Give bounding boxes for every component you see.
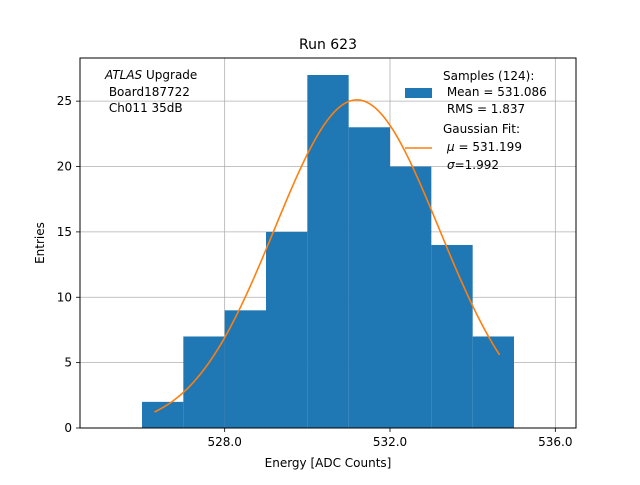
x-tick-label-1: 532.0 — [373, 435, 407, 449]
histogram-bar-4 — [307, 74, 349, 429]
x-axis-label: Energy [ADC Counts] — [265, 456, 392, 470]
plot-frame — [79, 57, 577, 429]
legend-fit-mu: μ = 531.199 — [446, 140, 522, 154]
histogram-bar-3 — [266, 231, 308, 428]
histogram-bar-8 — [472, 336, 514, 428]
legend-samples-swatch — [405, 88, 432, 98]
annotation-channel: Ch011 35dB — [105, 101, 183, 115]
y-axis-label: Entries — [33, 222, 47, 264]
x-tick-label-0: 528.0 — [207, 435, 241, 449]
y-tick-label-3: 15 — [57, 225, 72, 239]
histogram-bar-2 — [224, 310, 266, 428]
y-tick-label-1: 5 — [64, 356, 72, 370]
histogram-bar-7 — [431, 244, 473, 428]
annotation-line-1: ATLAS Upgrade — [104, 68, 197, 82]
y-tick-label-4: 20 — [57, 160, 72, 174]
y-tick-label-2: 10 — [57, 290, 72, 304]
annotation-upgrade: Upgrade — [142, 68, 197, 82]
y-tick-label-0: 0 — [64, 421, 72, 435]
gaussian-fit — [154, 99, 501, 413]
histogram-bar-5 — [348, 127, 390, 429]
legend-fit-sigma: σ=1.992 — [447, 158, 499, 172]
atlas-annotation: ATLAS Upgrade Board187722 Ch011 35dB — [104, 68, 197, 115]
legend-samples-mean: Mean = 531.086 — [443, 85, 547, 99]
histogram-bars — [142, 74, 514, 429]
legend-fit-title: Gaussian Fit: — [443, 122, 520, 136]
histogram-bar-1 — [183, 336, 225, 428]
legend-samples-rms: RMS = 1.837 — [443, 102, 525, 116]
mu-value: = 531.199 — [455, 140, 522, 154]
histogram-bar-6 — [390, 166, 432, 428]
histogram-bar-0 — [142, 401, 184, 428]
y-axis-ticks: 0 5 10 15 20 25 — [57, 94, 80, 435]
chart-title: Run 623 — [299, 37, 357, 53]
legend-samples-title: Samples (124): — [443, 69, 534, 83]
y-tick-label-5: 25 — [57, 94, 72, 108]
mu-symbol: μ — [446, 140, 455, 154]
sigma-value: =1.992 — [455, 158, 499, 172]
x-tick-label-2: 536.0 — [538, 435, 572, 449]
gaussian-fit-curve — [154, 99, 501, 413]
annotation-board: Board187722 — [105, 85, 190, 99]
x-axis-ticks: 528.0 532.0 536.0 — [207, 428, 573, 449]
annotation-atlas: ATLAS — [104, 68, 143, 82]
legend: Samples (124): Mean = 531.086 RMS = 1.83… — [405, 69, 547, 172]
sigma-symbol: σ — [447, 158, 455, 172]
